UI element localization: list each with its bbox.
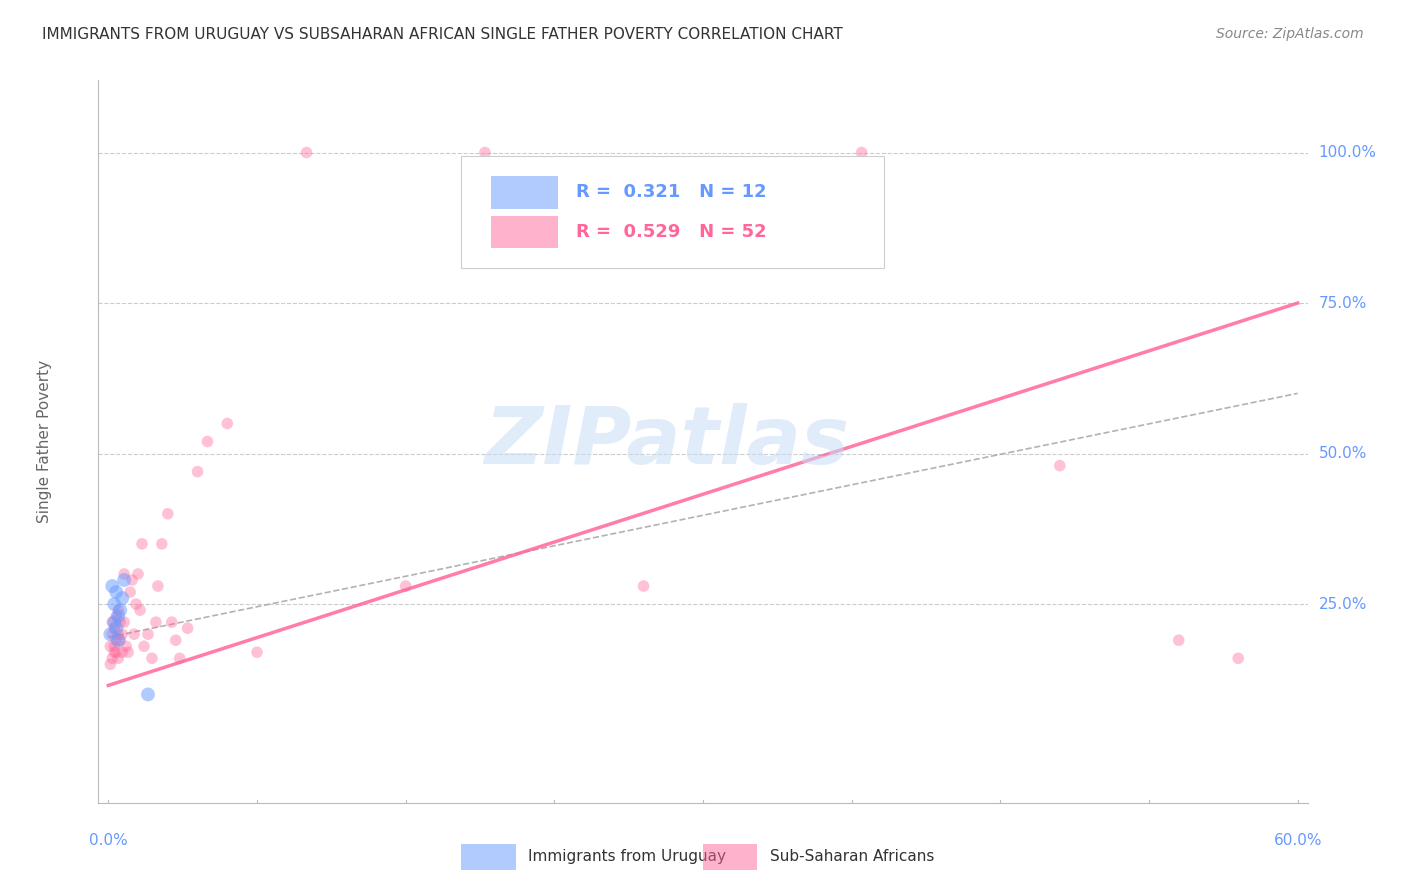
Point: [150, 537, 173, 551]
Text: 60.0%: 60.0%: [1274, 833, 1322, 848]
Point: [121, 573, 143, 587]
Point: [111, 627, 134, 641]
Text: Single Father Poverty: Single Father Poverty: [37, 360, 52, 523]
Point: [101, 615, 124, 630]
Point: [156, 507, 179, 521]
Point: [145, 615, 167, 630]
Bar: [703, 844, 758, 870]
Point: [117, 645, 139, 659]
Point: [141, 651, 163, 665]
Point: [125, 597, 148, 611]
Point: [474, 145, 496, 160]
Point: [146, 579, 169, 593]
Point: [136, 687, 159, 701]
Point: [110, 603, 132, 617]
Text: R =  0.321   N = 12: R = 0.321 N = 12: [576, 183, 766, 202]
Point: [217, 417, 239, 431]
Point: [103, 639, 125, 653]
Point: [103, 621, 125, 635]
Point: [98, 639, 121, 653]
Point: [110, 633, 132, 648]
Point: [1049, 458, 1071, 473]
Point: [107, 633, 129, 648]
Point: [107, 651, 129, 665]
Point: [105, 621, 128, 635]
FancyBboxPatch shape: [461, 156, 884, 268]
Point: [107, 609, 129, 624]
Point: [186, 465, 208, 479]
Point: [169, 651, 191, 665]
Point: [98, 627, 121, 641]
Point: [246, 645, 269, 659]
Point: [132, 639, 155, 653]
Text: 0.0%: 0.0%: [89, 833, 128, 848]
Point: [160, 615, 183, 630]
Text: IMMIGRANTS FROM URUGUAY VS SUBSAHARAN AFRICAN SINGLE FATHER POVERTY CORRELATION : IMMIGRANTS FROM URUGUAY VS SUBSAHARAN AF…: [42, 27, 844, 42]
Point: [295, 145, 318, 160]
Point: [98, 657, 121, 672]
Point: [122, 627, 145, 641]
Bar: [461, 844, 516, 870]
Point: [165, 633, 187, 648]
Point: [107, 627, 129, 641]
Point: [1227, 651, 1250, 665]
Point: [111, 591, 134, 606]
Point: [101, 627, 124, 641]
Point: [103, 645, 125, 659]
Bar: [492, 176, 558, 209]
Point: [105, 645, 128, 659]
Point: [107, 603, 129, 617]
Point: [176, 621, 198, 635]
Point: [110, 615, 132, 630]
Point: [851, 145, 873, 160]
Text: 100.0%: 100.0%: [1319, 145, 1376, 160]
Point: [112, 615, 135, 630]
Point: [131, 537, 153, 551]
Point: [127, 567, 149, 582]
Point: [105, 585, 128, 599]
Text: 75.0%: 75.0%: [1319, 295, 1367, 310]
Point: [101, 651, 124, 665]
Point: [103, 597, 125, 611]
Text: 50.0%: 50.0%: [1319, 446, 1367, 461]
Text: Immigrants from Uruguay: Immigrants from Uruguay: [527, 849, 725, 864]
Point: [111, 645, 134, 659]
Point: [129, 603, 152, 617]
Point: [1167, 633, 1189, 648]
Point: [395, 579, 418, 593]
Point: [105, 633, 128, 648]
Point: [112, 567, 135, 582]
Text: R =  0.529   N = 52: R = 0.529 N = 52: [576, 223, 766, 241]
Point: [103, 615, 125, 630]
Point: [633, 579, 655, 593]
Text: Sub-Saharan Africans: Sub-Saharan Africans: [769, 849, 934, 864]
Point: [115, 639, 138, 653]
Point: [112, 573, 135, 587]
Point: [105, 609, 128, 624]
Text: 25.0%: 25.0%: [1319, 597, 1367, 612]
Text: Source: ZipAtlas.com: Source: ZipAtlas.com: [1216, 27, 1364, 41]
Point: [120, 585, 142, 599]
Bar: [492, 216, 558, 248]
Point: [197, 434, 219, 449]
Point: [101, 579, 124, 593]
Point: [136, 627, 159, 641]
Text: ZIPatlas: ZIPatlas: [484, 402, 849, 481]
